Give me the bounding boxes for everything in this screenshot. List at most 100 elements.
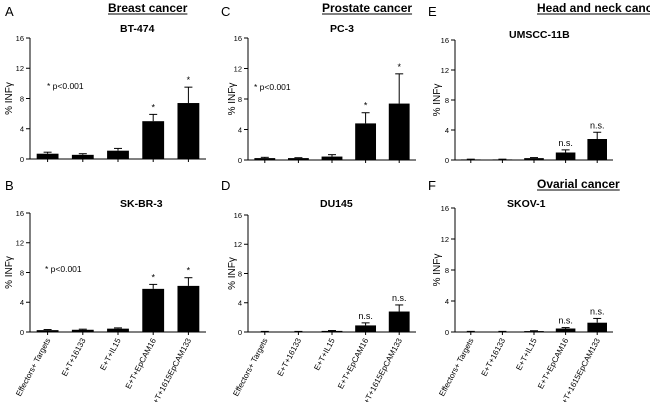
- y-tick-label: 12: [234, 64, 242, 73]
- cell-line-label: BT-474: [120, 23, 155, 35]
- y-tick-label: 8: [445, 96, 449, 105]
- y-tick-label: 8: [20, 268, 24, 277]
- y-tick-label: 8: [238, 269, 242, 278]
- cell-line-label: DU145: [320, 198, 353, 210]
- bar: [524, 331, 544, 332]
- y-tick-label: 12: [234, 240, 242, 249]
- y-tick-label: 8: [238, 95, 242, 104]
- panel-d: D DU145 0 4 8 12 16 % INFγ n.s. n.s. Effectors+ Ta…: [221, 178, 416, 402]
- panel-letter: F: [428, 178, 436, 193]
- bar: [107, 150, 129, 159]
- bar: [355, 123, 377, 160]
- y-tick-label: 8: [20, 94, 24, 103]
- y-tick-label: 4: [238, 125, 242, 134]
- panel-b: B SK-BR-3 * p<0.001 0 4 8 12 16 % INFγ * * Effector…: [4, 178, 206, 402]
- bar: [177, 103, 200, 159]
- significance-label: n.s.: [590, 306, 605, 316]
- p-value-annotation: * p<0.001: [47, 81, 84, 91]
- x-category-label: E+T+16133: [60, 336, 88, 378]
- y-tick-label: 0: [20, 328, 24, 337]
- p-value-annotation: * p<0.001: [45, 264, 82, 274]
- x-category-label: E+T+EpCAM16: [336, 336, 371, 390]
- y-tick-label: 12: [16, 239, 24, 248]
- y-axis-label: % INFγ: [4, 82, 15, 115]
- bar: [524, 158, 544, 160]
- bar: [142, 121, 165, 159]
- panel-letter: C: [221, 4, 230, 19]
- x-category-label: E+T+EpCAM16: [124, 336, 159, 390]
- bar: [388, 103, 410, 160]
- y-tick-label: 4: [445, 297, 449, 306]
- y-tick-label: 12: [16, 64, 24, 73]
- panel-letter: D: [221, 178, 230, 193]
- bar: [461, 159, 481, 161]
- x-category-label: E+T+16133: [480, 336, 508, 378]
- cell-line-label: SK-BR-3: [120, 198, 163, 210]
- bar: [555, 328, 576, 332]
- y-tick-label: 16: [16, 209, 24, 218]
- bar: [587, 139, 607, 160]
- y-axis-label: % INFγ: [227, 83, 238, 116]
- y-tick-label: 16: [234, 211, 242, 220]
- y-tick-label: 4: [20, 125, 24, 134]
- bar: [321, 330, 343, 332]
- significance-label: *: [151, 272, 155, 282]
- bar: [355, 325, 377, 332]
- y-tick-label: 4: [445, 126, 449, 135]
- section-title: Prostate cancer: [322, 1, 412, 15]
- y-tick-label: 16: [441, 204, 449, 213]
- bar: [388, 311, 410, 332]
- panel-c: C Prostate cancer PC-3 * p<0.001 0 4 8 12 16 % IN…: [221, 1, 416, 165]
- bar: [287, 158, 309, 160]
- y-tick-label: 4: [20, 298, 24, 307]
- x-category-label: Effectors+ Targets: [14, 337, 52, 398]
- panel-letter: E: [428, 4, 437, 19]
- panel-letter: B: [5, 178, 14, 193]
- section-title: Ovarial cancer: [537, 177, 620, 191]
- y-tick-label: 16: [441, 36, 449, 45]
- x-category-label: Effectors+ Targets: [437, 337, 475, 398]
- bar: [555, 152, 576, 160]
- y-tick-label: 16: [16, 34, 24, 43]
- section-title: Breast cancer: [108, 1, 188, 15]
- y-tick-label: 0: [238, 156, 242, 165]
- bar: [142, 288, 165, 332]
- significance-label: *: [397, 62, 401, 72]
- y-tick-label: 8: [445, 266, 449, 275]
- significance-label: *: [151, 102, 155, 112]
- panel-a: A Breast cancer BT-474 * p<0.001 0 4 8 12 16 % IN…: [4, 1, 206, 164]
- y-tick-label: 0: [20, 155, 24, 164]
- cell-line-label: SKOV-1: [507, 198, 546, 210]
- p-value-annotation: * p<0.001: [254, 82, 291, 92]
- bar: [36, 153, 59, 159]
- x-category-label: E+T+EpCAM16: [536, 336, 571, 390]
- significance-label: *: [187, 75, 191, 85]
- y-axis-label: % INFγ: [432, 84, 443, 117]
- bar: [321, 156, 343, 160]
- bar: [107, 328, 129, 332]
- y-axis-label: % INFγ: [432, 254, 443, 287]
- bar: [71, 329, 94, 332]
- x-category-label: Effectors+ Targets: [231, 337, 269, 398]
- x-category-label: E+T+16133: [276, 336, 304, 378]
- significance-label: *: [187, 266, 191, 276]
- bar: [492, 159, 513, 161]
- y-tick-label: 0: [238, 328, 242, 337]
- y-tick-label: 4: [238, 299, 242, 308]
- bar: [71, 154, 94, 159]
- significance-label: n.s.: [558, 138, 573, 148]
- x-category-label: E+T+IL15: [98, 336, 123, 372]
- y-tick-label: 12: [441, 235, 449, 244]
- y-axis-label: % INFγ: [227, 257, 238, 290]
- section-title: Head and neck cancer: [537, 1, 650, 15]
- panel-letter: A: [5, 4, 14, 19]
- significance-label: n.s.: [590, 120, 605, 130]
- x-category-label: E+T+IL15: [514, 336, 539, 372]
- bar: [36, 330, 59, 332]
- significance-label: *: [364, 101, 368, 111]
- significance-label: n.s.: [392, 293, 407, 303]
- cell-line-label: UMSCC-11B: [509, 29, 570, 41]
- y-tick-label: 12: [441, 66, 449, 75]
- y-tick-label: 0: [445, 156, 449, 165]
